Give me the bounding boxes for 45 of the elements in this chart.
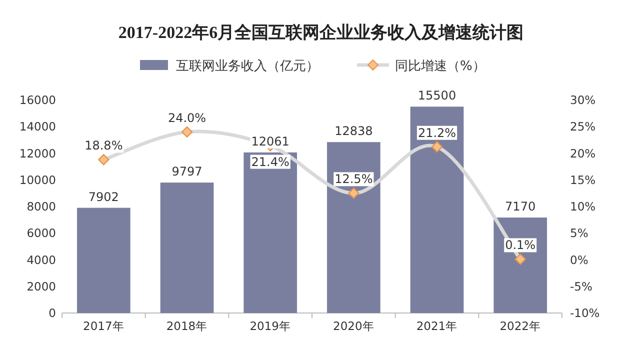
y-tick-label: 14000 — [19, 120, 56, 134]
y-tick-label: 0 — [48, 306, 56, 320]
x-tick-label: 2022年 — [500, 319, 541, 333]
x-tick-label: 2019年 — [250, 319, 291, 333]
data-label: 7170 — [505, 200, 536, 214]
data-label: 24.0% — [168, 110, 206, 125]
bar — [410, 106, 464, 313]
bar — [244, 152, 297, 313]
data-label: 21.2% — [418, 126, 456, 140]
y2-tick-label: 25% — [570, 120, 596, 134]
y-tick-label: 4000 — [26, 252, 56, 267]
x-tick-label: 2018年 — [166, 319, 208, 333]
y2-tick-label: 30% — [570, 93, 596, 107]
y-tick-label: 2000 — [26, 279, 56, 294]
y2-tick-label: -10% — [570, 306, 600, 320]
data-label: 18.8% — [84, 138, 123, 153]
x-tick-label: 2017年 — [83, 319, 124, 333]
data-label: 15500 — [418, 88, 456, 103]
bar — [494, 218, 547, 313]
y-tick-label: 6000 — [26, 226, 56, 240]
y2-tick-label: 15% — [570, 172, 596, 187]
x-tick-label: 2021年 — [416, 319, 458, 333]
data-label: 12.5% — [334, 172, 373, 186]
data-label: 9797 — [172, 164, 202, 179]
y2-tick-label: -5% — [570, 279, 592, 294]
bar — [327, 142, 380, 313]
y2-tick-label: 0% — [570, 252, 588, 267]
y2-tick-label: 5% — [570, 226, 588, 240]
bar — [77, 208, 130, 313]
y2-tick-label: 20% — [570, 146, 596, 160]
chart-title: 2017-2022年6月全国互联网企业业务收入及增速统计图 — [118, 23, 524, 42]
data-label: 0.1% — [505, 238, 536, 252]
bar — [160, 182, 214, 313]
legend-label: 互联网业务收入（亿元） — [176, 59, 319, 74]
data-label: 12061 — [251, 134, 290, 148]
legend-label: 同比增速（%） — [395, 59, 486, 74]
y-tick-label: 12000 — [19, 146, 56, 160]
data-label: 7902 — [88, 190, 119, 204]
data-label: 12838 — [334, 124, 373, 138]
data-label: 21.4% — [251, 154, 290, 169]
y-tick-label: 8000 — [26, 200, 56, 214]
x-tick-label: 2020年 — [333, 319, 374, 333]
y-tick-label: 10000 — [19, 172, 56, 187]
y2-tick-label: 10% — [570, 200, 596, 214]
y-tick-label: 16000 — [19, 93, 56, 107]
